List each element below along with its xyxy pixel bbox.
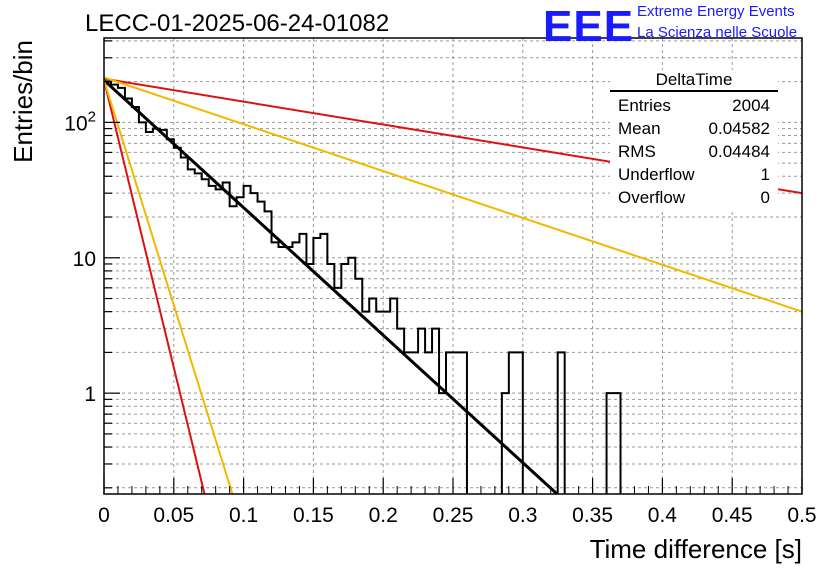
x-tick-label: 0.1 xyxy=(229,504,258,527)
x-tick-label: 0.3 xyxy=(508,504,537,527)
histogram-series xyxy=(104,80,622,494)
stats-value: 0.04582 xyxy=(708,119,770,138)
stats-value: 2004 xyxy=(732,96,770,115)
stats-value: 0.04484 xyxy=(708,142,770,161)
stats-label: Mean xyxy=(618,119,661,138)
x-axis: 0 0.05 0.1 0.15 0.2 0.25 0.3 0.35 0.4 0.45 0.5 xyxy=(98,478,817,527)
stats-row: Underflow 1 xyxy=(610,163,778,186)
stats-row: Entries 2004 xyxy=(610,94,778,117)
x-tick-label: 0.5 xyxy=(787,504,816,527)
fit-lines xyxy=(104,76,802,494)
histogram-step-line xyxy=(104,80,622,494)
stats-label: Underflow xyxy=(618,165,695,184)
x-axis-label: Time difference [s] xyxy=(590,534,802,564)
stats-label: Overflow xyxy=(618,188,686,207)
logo-line-1: Extreme Energy Events xyxy=(637,3,795,20)
x-tick-label: 0.35 xyxy=(572,504,613,527)
x-tick-label: 0 xyxy=(98,504,110,527)
stats-label: Entries xyxy=(618,96,671,115)
page-title: LECC-01-2025-06-24-01082 xyxy=(85,10,390,37)
logo-line-2: La Scienza nelle Scuole xyxy=(637,24,798,41)
y-axis: 1 10 102 xyxy=(64,40,120,489)
x-tick-label: 0.4 xyxy=(648,504,678,527)
stats-title: DeltaTime xyxy=(610,70,778,92)
stats-box: DeltaTime Entries 2004 Mean 0.04582 RMS 0.0… xyxy=(610,70,778,209)
fit-line xyxy=(104,79,206,494)
stats-value: 0 xyxy=(760,188,770,207)
y-tick-label: 102 xyxy=(64,108,96,135)
stats-row: Overflow 0 xyxy=(610,186,778,209)
stats-label: RMS xyxy=(618,142,656,161)
stats-row: RMS 0.04484 xyxy=(610,140,778,163)
y-axis-label: Entries/bin xyxy=(8,40,38,163)
x-tick-label: 0.45 xyxy=(712,504,753,527)
y-tick-label: 10 xyxy=(73,248,96,271)
stats-value: 1 xyxy=(760,165,770,184)
fit-line xyxy=(104,76,802,313)
eee-logo: EEE xyxy=(543,2,635,51)
y-tick-label: 1 xyxy=(84,383,96,406)
x-tick-label: 0.2 xyxy=(369,504,398,527)
fit-line xyxy=(104,79,234,494)
x-tick-label: 0.15 xyxy=(293,504,334,527)
x-tick-label: 0.05 xyxy=(153,504,194,527)
stats-row: Mean 0.04582 xyxy=(610,117,778,140)
fit-line xyxy=(104,79,560,494)
x-tick-label: 0.25 xyxy=(433,504,474,527)
